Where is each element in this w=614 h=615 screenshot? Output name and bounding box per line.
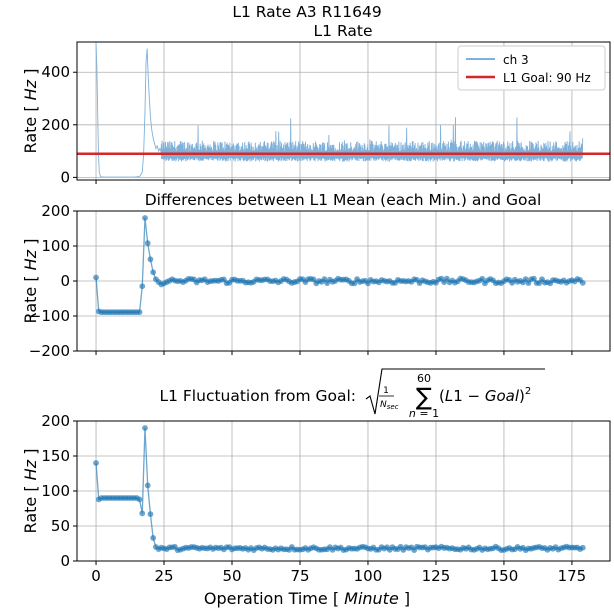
sum-expression: (L1 − Goal)2 — [439, 386, 531, 405]
legend: ch 3 L1 Goal: 90 Hz — [457, 45, 606, 91]
sqrt-sign — [365, 368, 545, 415]
data-point — [150, 535, 157, 541]
data-point — [139, 283, 146, 290]
data-point — [93, 460, 99, 466]
y-tick-label: 400 — [41, 63, 70, 81]
y-tick-label: 0 — [60, 168, 70, 186]
data-point — [93, 274, 99, 281]
y-tick-label: 100 — [41, 237, 70, 255]
rate-panel: 0 200 400 ch 3 L1 Goal: 90 Hz Rate [ Hz ] L1 R… — [21, 22, 611, 186]
plot-area — [93, 425, 586, 554]
axes-frame — [76, 41, 611, 181]
x-tick-label: 125 — [422, 567, 451, 585]
axes-frame — [76, 210, 611, 352]
plot-area — [77, 43, 610, 178]
fraction-numerator: 1 — [383, 386, 389, 396]
fluctuation-panel: 0 25 50 75 100 125 150 175 0 50 100 150 200 Rate [ Hz… — [21, 368, 611, 585]
data-point — [147, 256, 154, 263]
y-axis-label: Rate [ Hz ] — [21, 239, 40, 324]
data-point — [479, 275, 486, 282]
y-tick-label: 100 — [41, 482, 70, 500]
data-point — [144, 482, 151, 489]
series-line — [95, 427, 584, 552]
panel-title: L1 Fluctuation from Goal: — [159, 387, 356, 405]
data-point — [139, 510, 146, 517]
data-point — [530, 275, 537, 282]
x-tick-label: 175 — [558, 567, 587, 585]
plot-area — [93, 215, 586, 316]
x-tick-label: 75 — [290, 567, 309, 585]
y-tick-label: 150 — [41, 447, 70, 465]
fluctuation-formula: 1 Nsec 60∑n = 1(L1 − Goal)2 — [365, 368, 545, 420]
sum-lower-limit: n = 1 — [409, 407, 439, 420]
sum-sign: ∑ — [416, 383, 432, 411]
data-point — [579, 544, 586, 551]
y-tick-label: −200 — [29, 342, 70, 360]
data-point — [150, 269, 157, 276]
y-tick-label: 50 — [51, 517, 70, 535]
x-tick-label: 0 — [91, 567, 101, 585]
difference-panel: −200 −100 0 100 200 Rate [ Hz ] Differences be… — [21, 191, 611, 360]
x-tick-label: 25 — [154, 567, 173, 585]
y-tick-label: 200 — [41, 412, 70, 430]
x-axis-label: Operation Time [ Minute ] — [204, 589, 410, 608]
data-point — [579, 279, 586, 286]
y-tick-label: 200 — [41, 116, 70, 134]
data-point — [142, 425, 148, 431]
x-tick-label: 100 — [354, 567, 383, 585]
x-tick-label: 50 — [222, 567, 241, 585]
data-point — [136, 309, 143, 316]
y-tick-label: 0 — [60, 552, 70, 570]
y-tick-label: −100 — [29, 307, 70, 325]
y-tick-label: 0 — [60, 272, 70, 290]
legend-frame — [457, 45, 606, 91]
axes-frame — [76, 420, 611, 562]
y-axis-label: Rate [ Hz ] — [21, 69, 40, 154]
legend-label-ch3: ch 3 — [503, 53, 529, 67]
series-line — [95, 217, 584, 313]
data-point — [144, 240, 151, 247]
y-axis-label: Rate [ Hz ] — [21, 449, 40, 534]
panel-title: Differences between L1 Mean (each Min.) … — [145, 191, 542, 209]
data-point — [136, 496, 143, 503]
data-point — [142, 215, 148, 221]
figure-suptitle: L1 Rate A3 R11649 — [232, 3, 381, 21]
fraction-denominator: Nsec — [380, 400, 399, 411]
panel-title: L1 Rate — [314, 22, 373, 40]
legend-label-goal: L1 Goal: 90 Hz — [503, 71, 591, 85]
data-point — [351, 280, 358, 287]
y-tick-label: 200 — [41, 202, 70, 220]
data-point — [147, 511, 154, 517]
sum-upper-limit: 60 — [417, 372, 431, 385]
x-tick-label: 150 — [490, 567, 519, 585]
